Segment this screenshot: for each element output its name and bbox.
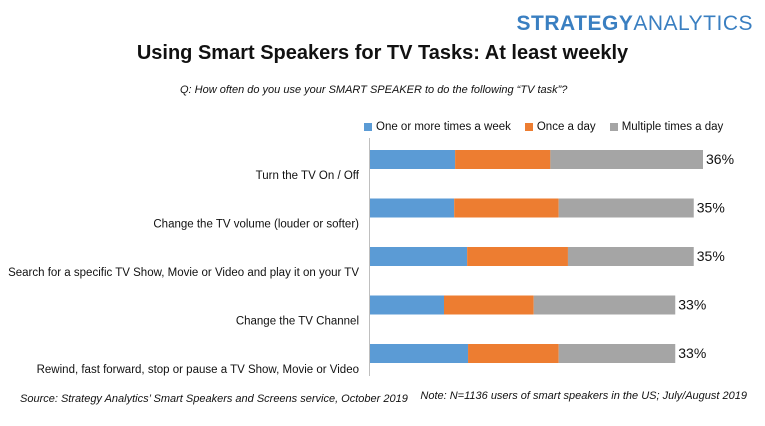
total-label-1: 35% xyxy=(697,200,725,216)
bar-multiple-3 xyxy=(533,295,676,315)
sample-note: Note: N=1136 users of smart speakers in … xyxy=(420,390,747,402)
category-label-0: Turn the TV On / Off xyxy=(256,170,360,182)
brand-logo: STRATEGYANALYTICS xyxy=(517,12,753,36)
bar-multiple-2 xyxy=(567,247,694,266)
total-label-0: 36% xyxy=(706,151,734,167)
source-note: Source: Strategy Analytics’ Smart Speake… xyxy=(20,393,408,405)
total-label-4: 33% xyxy=(678,345,706,361)
legend-label-daily: Once a day xyxy=(536,121,596,133)
survey-question: Q: How often do you use your SMART SPEAK… xyxy=(180,84,568,96)
bar-multiple-1 xyxy=(558,198,694,218)
bar-weekly-0 xyxy=(370,150,456,169)
bar-daily-0 xyxy=(455,150,551,169)
brand-part2: ANALYTICS xyxy=(633,12,753,35)
total-label-3: 33% xyxy=(678,297,706,313)
category-label-3: Change the TV Channel xyxy=(236,316,359,328)
bar-daily-2 xyxy=(467,247,568,266)
bar-daily-1 xyxy=(454,198,559,218)
chart-title: Using Smart Speakers for TV Tasks: At le… xyxy=(136,42,629,64)
bar-daily-4 xyxy=(468,344,559,363)
legend-swatch-weekly xyxy=(364,123,372,131)
brand-part1: STRATEGY xyxy=(516,12,634,35)
legend-swatch-multiple xyxy=(609,123,618,131)
legend-item-weekly: One or more times a week xyxy=(364,121,511,133)
category-label-4: Rewind, fast forward, stop or pause a TV… xyxy=(37,364,359,376)
bar-weekly-4 xyxy=(370,344,469,363)
total-label-2: 35% xyxy=(697,248,725,264)
legend-item-multiple: Multiple times a day xyxy=(609,121,724,133)
category-label-2: Search for a specific TV Show, Movie or … xyxy=(8,267,359,279)
category-label-1: Change the TV volume (louder or softer) xyxy=(153,219,359,231)
chart-bars: 36% Turn the TV On / Off 35% Change the TV … xyxy=(8,150,734,376)
legend-swatch-daily xyxy=(524,123,533,131)
legend-label-weekly: One or more times a week xyxy=(376,121,511,133)
legend-item-daily: Once a day xyxy=(524,121,596,133)
bar-daily-3 xyxy=(444,295,534,315)
bar-multiple-4 xyxy=(558,344,676,363)
bar-weekly-1 xyxy=(370,198,455,218)
chart-legend: One or more times a week Once a day Mult… xyxy=(364,121,723,133)
legend-label-multiple: Multiple times a day xyxy=(621,121,724,133)
bar-weekly-3 xyxy=(370,295,444,315)
bar-weekly-2 xyxy=(370,247,468,266)
bar-multiple-0 xyxy=(550,150,703,169)
